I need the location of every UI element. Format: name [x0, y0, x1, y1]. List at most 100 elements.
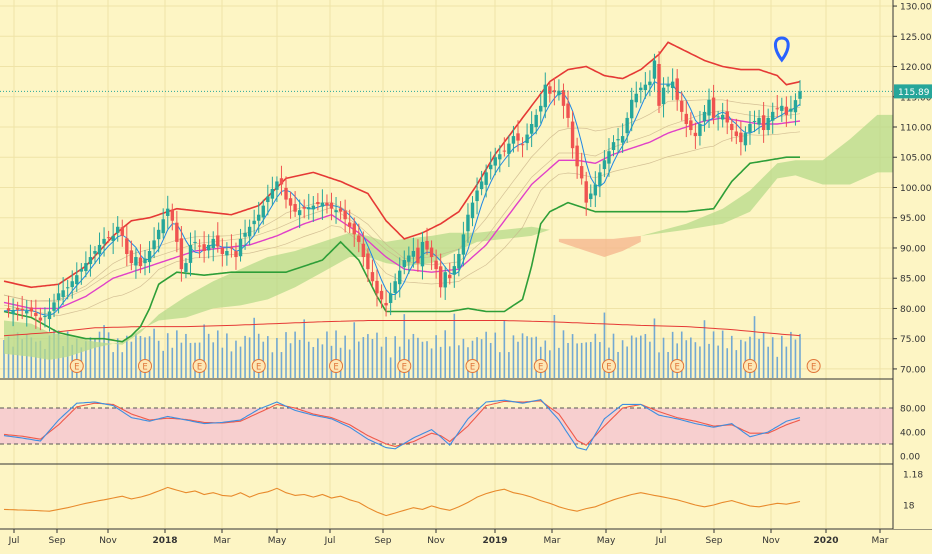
candle-body-154: [702, 111, 707, 122]
volume-bar-144: [658, 352, 660, 378]
candle-body-148: [675, 78, 679, 100]
candle-body-21: [97, 244, 102, 255]
candle-body-78: [357, 235, 361, 242]
time-tick-label-9: 2019: [482, 536, 507, 546]
volume-bar-108: [494, 332, 497, 378]
volume-bar-164: [749, 336, 751, 378]
candle-body-87: [398, 270, 402, 285]
candle-body-152: [693, 132, 698, 137]
candle-body-130: [593, 184, 598, 196]
volume-bar-141: [644, 334, 647, 378]
candle-body-10: [47, 311, 52, 320]
candle-body-151: [689, 120, 693, 131]
time-tick-label-4: Mar: [214, 536, 231, 546]
candle-body-167: [761, 115, 766, 131]
candle-body-79: [361, 243, 366, 258]
candle-body-33: [152, 240, 156, 250]
volume-bar-85: [389, 357, 392, 378]
earnings-marker-circle-10: [742, 359, 757, 373]
price-axis-background: [893, 0, 932, 529]
candle-body-8: [38, 317, 43, 321]
candle-body-81: [370, 272, 375, 282]
candle-body-30: [138, 257, 143, 267]
candle-body-29: [134, 257, 138, 266]
volume-bar-169: [771, 337, 774, 378]
volume-bar-165: [753, 316, 756, 378]
volume-bar-76: [348, 349, 351, 378]
volume-bar-101: [462, 338, 465, 378]
candle-body-150: [684, 113, 688, 124]
candle-body-120: [548, 86, 552, 94]
volume-bar-92: [421, 341, 424, 378]
volume-bar-90: [412, 333, 415, 378]
candle-body-68: [311, 205, 316, 210]
cloud-segment-1: [558, 235, 641, 257]
volume-bar-27: [126, 335, 128, 378]
time-tick-label-2: Nov: [99, 536, 117, 546]
volume-bar-138: [630, 335, 633, 378]
candle-body-44: [202, 244, 206, 251]
earnings-marker-circle-3: [251, 359, 266, 373]
candle-body-69: [316, 202, 320, 205]
volume-bar-1: [7, 336, 10, 378]
volume-bar-156: [712, 331, 715, 378]
volume-bar-29: [135, 333, 137, 378]
candle-body-155: [707, 99, 711, 116]
volume-bar-61: [280, 352, 283, 378]
candle-body-40: [184, 263, 188, 272]
candle-body-20: [93, 250, 97, 254]
candle-body-86: [393, 281, 397, 293]
volume-bar-142: [649, 341, 651, 378]
volume-bar-150: [685, 340, 688, 378]
inner-band-0: [3, 131, 801, 317]
earnings-marker-circle-9: [670, 359, 685, 373]
candle-body-170: [775, 108, 779, 110]
candle-body-77: [352, 223, 356, 235]
volume-bar-28: [130, 341, 133, 378]
candle-body-122: [557, 90, 561, 96]
volume-bar-157: [717, 345, 719, 378]
candle-body-48: [220, 248, 225, 255]
candle-body-71: [325, 202, 329, 206]
candle-body-149: [680, 100, 684, 112]
volume-bar-128: [585, 342, 588, 378]
candle-body-104: [475, 190, 479, 202]
candle-body-128: [584, 181, 588, 203]
candle-body-171: [780, 105, 784, 111]
volume-bar-16: [75, 338, 78, 378]
volume-bar-38: [176, 330, 178, 378]
volume-bar-68: [312, 346, 315, 378]
candle-body-91: [416, 247, 420, 264]
volume-bar-131: [599, 342, 601, 378]
volume-bar-25: [116, 338, 119, 378]
last-price-label-bg: [894, 84, 932, 99]
volume-bar-44: [203, 324, 205, 378]
volume-bar-31: [144, 337, 146, 378]
candle-body-70: [320, 202, 325, 207]
volume-bar-64: [294, 331, 296, 378]
earnings-marker-circle-11: [806, 359, 821, 373]
earnings-marker-circle-6: [465, 359, 480, 373]
candle-body-88: [402, 260, 406, 268]
candle-body-145: [661, 87, 666, 105]
volume-bar-136: [621, 340, 624, 378]
volume-bar-96: [439, 346, 442, 378]
candle-body-93: [425, 240, 429, 250]
volume-bar-45: [207, 333, 210, 378]
inner-band-2: [3, 99, 801, 302]
volume-bar-53: [244, 335, 246, 378]
volume-bar-48: [221, 347, 224, 378]
candle-body-160: [730, 123, 734, 131]
candle-body-9: [43, 316, 47, 318]
earnings-marker-label-1: E: [142, 363, 147, 373]
candle-body-7: [34, 312, 38, 317]
candle-body-42: [193, 241, 197, 243]
earnings-marker-label-9: E: [675, 363, 680, 373]
candle-body-83: [379, 290, 384, 300]
price-tick-label-12: 70.00: [900, 365, 926, 375]
volume-bar-23: [107, 332, 110, 378]
candle-body-97: [443, 272, 447, 288]
candle-body-65: [297, 210, 302, 216]
